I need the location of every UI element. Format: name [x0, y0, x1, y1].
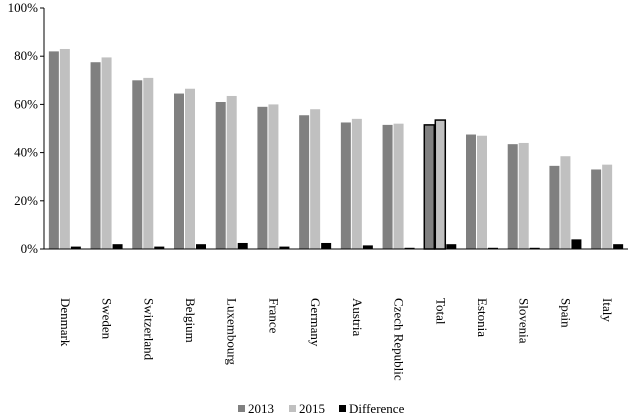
bar-2015-czech-republic [393, 123, 404, 249]
y-tick-label: 0% [21, 241, 39, 256]
bar-2013-sweden [90, 62, 101, 249]
x-category-label: Sweden [100, 298, 115, 340]
legend-label-2015: 2015 [299, 401, 325, 416]
bar-2015-italy [602, 164, 613, 249]
bar-difference-belgium [196, 244, 206, 249]
bar-difference-france [279, 246, 290, 249]
y-tick-label: 80% [14, 48, 38, 63]
legend-swatch-2013 [238, 405, 245, 412]
y-tick-label: 60% [14, 96, 38, 111]
bar-2015-slovenia [518, 142, 529, 249]
bar-difference-germany [321, 242, 332, 249]
y-axis: 0% 20% 40% 60% 80% 100% [8, 0, 45, 256]
bar-difference-sweden [112, 244, 123, 249]
bar-2015-total [434, 119, 447, 250]
bar-difference-austria [362, 245, 373, 249]
bar-2013-italy [591, 169, 602, 249]
bar-difference-czech-republic [404, 247, 415, 249]
x-category-label: Total [433, 298, 448, 325]
bar-difference-spain [571, 239, 582, 249]
bar-2015-spain [560, 156, 571, 249]
bars [48, 48, 624, 250]
bar-difference-switzerland [154, 246, 165, 249]
bar-2013-czech-republic [382, 124, 393, 249]
bar-2015-germany [310, 109, 321, 249]
bar-2015-switzerland [143, 77, 154, 249]
x-category-label: Luxembourg [225, 298, 240, 365]
legend-label-2013: 2013 [248, 401, 274, 416]
x-category-label: Belgium [183, 298, 198, 343]
x-category-label: Germany [308, 298, 323, 347]
y-tick-label: 20% [14, 193, 38, 208]
bar-2013-germany [299, 115, 310, 250]
bar-2013-estonia [466, 134, 476, 249]
bar-2015-denmark [59, 48, 70, 249]
bar-2013-denmark [48, 51, 59, 249]
x-category-label: Estonia [475, 298, 490, 337]
legend-label-difference: Difference [349, 401, 405, 416]
bar-difference-luxembourg [237, 242, 248, 249]
y-tick-label: 100% [8, 0, 39, 15]
x-category-label: Czech Republic [392, 298, 407, 381]
legend-swatch-difference [339, 405, 346, 412]
x-category-label: France [266, 298, 281, 334]
x-category-label: Denmark [58, 298, 73, 347]
bar-2015-austria [351, 118, 362, 249]
bar-2013-switzerland [132, 80, 143, 249]
y-tick-label: 40% [14, 145, 38, 160]
bar-2015-luxembourg [226, 95, 237, 249]
bar-2015-sweden [101, 57, 112, 249]
bar-2013-total [423, 124, 436, 250]
x-category-label: Italy [600, 298, 615, 322]
bar-difference-denmark [70, 246, 81, 249]
bar-2015-france [268, 104, 279, 250]
legend-swatch-2015 [289, 405, 296, 412]
legend: 2013 2015 Difference [238, 401, 405, 416]
bar-2013-luxembourg [215, 101, 226, 250]
x-category-label: Spain [558, 298, 573, 328]
bar-difference-italy [613, 244, 624, 249]
bar-difference-slovenia [529, 247, 540, 249]
x-category-label: Austria [350, 298, 365, 337]
x-axis: Denmark Sweden Switzerland Belgium Luxembour… [44, 248, 628, 381]
bar-2013-austria [340, 122, 351, 249]
bar-2013-france [257, 106, 268, 249]
bar-2013-belgium [174, 93, 184, 250]
bar-2013-slovenia [507, 144, 518, 249]
bar-2013-spain [549, 165, 560, 249]
bar-difference-total [446, 244, 457, 249]
bar-2015-estonia [477, 135, 487, 249]
bar-difference-estonia [488, 247, 498, 249]
x-category-label: Slovenia [517, 298, 532, 344]
bar-2015-belgium [185, 88, 195, 249]
x-category-label: Switzerland [141, 298, 156, 361]
